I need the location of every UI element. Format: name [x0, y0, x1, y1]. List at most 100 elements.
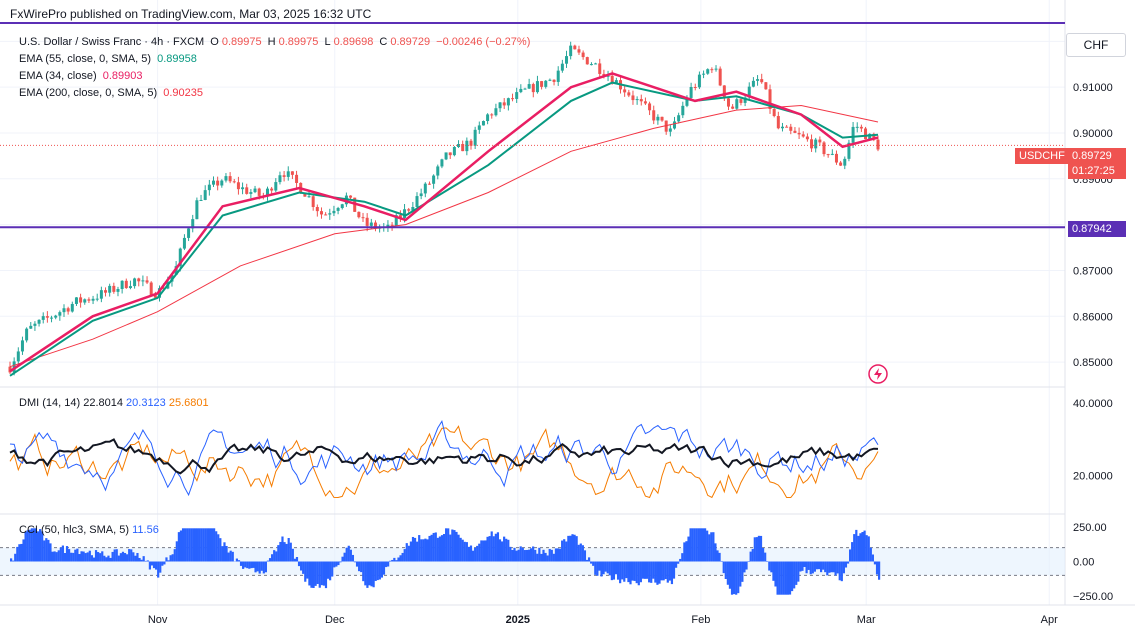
cci-bar — [540, 553, 543, 562]
cci-bar — [291, 548, 294, 562]
cci-bar — [770, 561, 773, 573]
candle-body — [336, 208, 340, 211]
dmi-axis[interactable]: 40.0000 20.0000 — [1073, 398, 1113, 483]
candle-body — [577, 49, 581, 53]
cci-axis[interactable]: 250.00 0.00 −250.00 — [1073, 522, 1113, 603]
cci-bar — [548, 548, 551, 562]
time-axis[interactable]: Nov Dec 2025 Feb Mar Apr — [148, 614, 1058, 626]
cci-bar — [53, 551, 56, 562]
cci-bar — [793, 561, 796, 589]
candle-body — [801, 134, 805, 137]
candle-body — [540, 81, 544, 87]
cci-bar — [376, 561, 379, 581]
cci-bar — [391, 559, 394, 562]
ema55-value: 0.89958 — [157, 53, 197, 65]
cci-bar — [32, 528, 35, 562]
lightning-icon[interactable] — [868, 364, 888, 384]
candle-body — [834, 153, 838, 163]
cci-bar — [329, 561, 332, 581]
cci-bar — [343, 552, 346, 562]
cci-bar — [407, 545, 410, 562]
cci-bar — [465, 542, 468, 562]
cci-bar — [598, 561, 601, 571]
candle-body — [373, 222, 377, 229]
cci-bar — [660, 561, 663, 581]
cci-bar — [641, 561, 645, 579]
cci-bar — [658, 561, 661, 584]
cci-bar — [683, 542, 686, 562]
cci-bar — [536, 553, 539, 562]
cci-bar — [163, 561, 166, 565]
cci-bar — [701, 528, 705, 562]
cci-bar — [668, 561, 671, 581]
cci-bar — [471, 550, 475, 562]
candle-body — [398, 215, 402, 219]
candle-body — [158, 288, 162, 298]
open-value: 0.89975 — [221, 36, 262, 48]
cci-bar — [538, 547, 541, 562]
cci-bar — [239, 561, 243, 566]
candle-body — [797, 132, 801, 135]
cci-bar — [264, 561, 268, 573]
cci-bar — [859, 533, 862, 562]
ema34-value: 0.89903 — [102, 70, 143, 82]
cci-bar — [838, 561, 841, 581]
cci-bar — [809, 561, 812, 575]
cci-bar — [596, 561, 599, 576]
candle-body — [365, 217, 369, 226]
cci-bar — [784, 561, 787, 595]
candle-body — [772, 108, 776, 117]
ema34-legend[interactable]: EMA (34, close) 0.89903 — [19, 70, 145, 82]
cci-bar — [61, 545, 64, 562]
candle-body — [652, 110, 656, 121]
cci-bar — [416, 541, 419, 562]
ema200-legend[interactable]: EMA (200, close, 0, SMA, 5) 0.90235 — [19, 87, 206, 99]
cci-bar — [666, 561, 669, 583]
dmi-legend[interactable]: DMI (14, 14) 22.8014 20.3123 25.6801 — [19, 397, 209, 409]
cci-bar — [190, 528, 193, 562]
candle-body — [768, 89, 772, 109]
cci-bar — [420, 539, 423, 562]
cci-bar — [633, 561, 636, 581]
cci-bar — [82, 551, 85, 562]
candle-body — [469, 140, 473, 146]
symbol-title[interactable]: U.S. Dollar / Swiss Franc · 4h · FXCM — [19, 36, 205, 48]
candle-body — [490, 114, 494, 116]
cci-bar — [194, 528, 197, 562]
plus-di-line — [9, 420, 879, 497]
cci-bar — [855, 529, 858, 562]
cci-bar — [509, 546, 512, 562]
cci-bar — [24, 531, 27, 562]
cci-legend[interactable]: CCI (50, hlc3, SMA, 5) 11.56 — [19, 524, 159, 536]
candle-body — [448, 152, 452, 156]
cci-bar — [103, 555, 106, 562]
cci-bar — [556, 548, 560, 562]
cci-bar — [606, 561, 609, 574]
candle-body — [710, 69, 714, 71]
cci-bar — [610, 561, 613, 581]
currency-button[interactable]: CHF — [1066, 33, 1126, 57]
cci-bar — [761, 547, 765, 562]
cci-bar — [72, 552, 75, 562]
cci-bar — [43, 540, 46, 562]
cci-bar — [714, 543, 717, 562]
candle-body — [486, 114, 490, 122]
cci-bar — [26, 530, 29, 562]
price-axis[interactable]: 0.920000.910000.900000.890000.870000.860… — [1073, 36, 1113, 369]
candle-body — [241, 187, 245, 190]
cci-bar — [739, 561, 742, 587]
cci-bar — [755, 537, 758, 562]
minus-di-value: 25.6801 — [168, 397, 209, 409]
cci-bar — [848, 549, 852, 562]
ema55-legend[interactable]: EMA (55, close, 0, SMA, 5) 0.89958 — [19, 53, 200, 65]
cci-bar — [515, 550, 518, 562]
cci-bar — [107, 555, 110, 562]
candle-body — [274, 182, 278, 191]
candle-body — [681, 105, 685, 116]
cci-bar — [333, 561, 336, 568]
price-tick-label: 0.86000 — [1073, 311, 1113, 323]
cci-bar — [65, 546, 69, 562]
cci-bar — [41, 531, 44, 562]
